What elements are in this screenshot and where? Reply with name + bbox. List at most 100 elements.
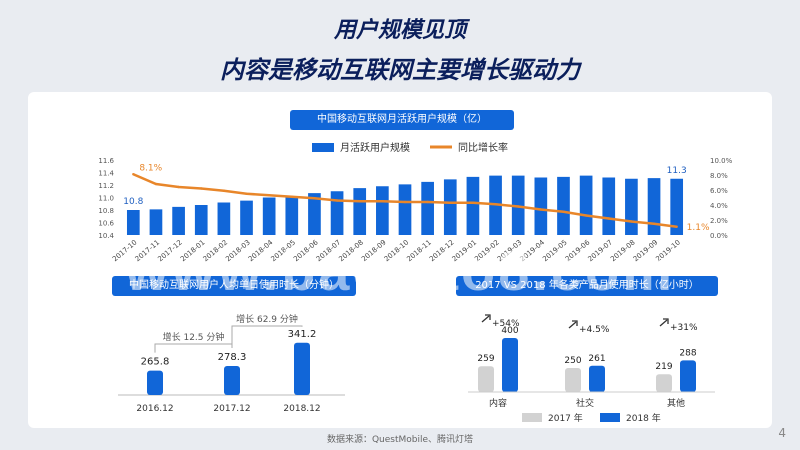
growth-point-2019-10 — [675, 225, 678, 228]
bar-value-label: 278.3 — [218, 352, 247, 363]
bar-2017-10 — [126, 210, 140, 235]
right-tick-label: 8.0% — [710, 172, 728, 180]
growth-point-2018-09 — [381, 200, 384, 203]
growth-point-2018-11 — [426, 200, 429, 204]
growth-annotation: 增长 62.9 分钟 — [236, 313, 298, 325]
x-tick-label: 2018.12 — [283, 404, 320, 414]
legend-swatch-2017 — [522, 413, 542, 422]
bar-2019-05 — [557, 176, 570, 235]
bar-2018.12 — [294, 342, 310, 395]
growth-point-2018-12 — [449, 201, 452, 204]
bar-value-label: 400 — [501, 326, 518, 336]
left-tick-label: 11.0 — [98, 195, 114, 203]
legend-label-2017: 2017 年 — [548, 412, 583, 424]
growth-point-2017-10 — [132, 173, 135, 176]
growth-label: +31% — [670, 323, 698, 333]
chart1-title: 中国移动互联网月活跃用户规模（亿） — [290, 110, 514, 130]
growth-point-2018-10 — [403, 200, 407, 204]
right-tick-label: 6.0% — [710, 187, 728, 195]
growth-point-2018-04 — [267, 194, 271, 197]
left-tick-label: 10.4 — [98, 232, 114, 240]
growth-point-2019-05 — [562, 210, 565, 213]
bar-2018-01 — [194, 205, 208, 235]
growth-point-2018-07 — [335, 199, 339, 202]
growth-arrowhead-icon — [572, 320, 578, 326]
bar-value-label: 265.8 — [141, 357, 170, 368]
growth-point-2019-02 — [494, 203, 497, 206]
growth-point-2019-04 — [539, 208, 543, 211]
x-tick-label: 社交 — [576, 397, 594, 409]
legend-label-line: 同比增长率 — [458, 141, 508, 154]
bar-2018-04 — [262, 197, 276, 235]
bar-value-label: 259 — [477, 354, 494, 364]
growth-point-2018-03 — [245, 192, 248, 195]
chart3-title: 2017 VS 2018 年各类产品月使用时长（亿小时） — [456, 276, 718, 296]
growth-arrowhead-icon — [485, 314, 491, 320]
growth-arrow-icon — [568, 321, 577, 329]
page-subtitle: 内容是移动互联网主要增长驱动力 — [220, 56, 580, 84]
legend-label-2018: 2018 年 — [626, 412, 661, 424]
bar-2017-社交 — [565, 368, 581, 392]
legend-swatch-2018 — [600, 413, 620, 422]
bar-2019-01 — [466, 176, 480, 235]
bar-value-label: 11.3 — [667, 166, 687, 176]
growth-point-2019-07 — [607, 217, 610, 220]
bar-2018-02 — [217, 202, 231, 235]
bar-2018-内容 — [502, 338, 518, 392]
growth-point-2018-01 — [200, 187, 203, 190]
growth-point-2017-11 — [154, 182, 158, 186]
chart2-title: 中国移动互联网用户人均单日使用时长（分钟） — [112, 276, 356, 296]
page-number: 4 — [778, 426, 786, 440]
growth-arrow-icon — [481, 315, 490, 323]
left-tick-label: 11.4 — [98, 170, 114, 178]
growth-point-2018-02 — [222, 189, 226, 192]
bar-2018-12 — [443, 179, 457, 235]
growth-point-2019-01 — [471, 201, 475, 204]
data-source: 数据来源：QuestMobile、腾讯灯塔 — [326, 435, 474, 445]
growth-point-2019-09 — [652, 222, 656, 225]
left-tick-label: 10.6 — [98, 220, 114, 228]
bar-2017.12 — [224, 366, 240, 395]
bar-value-label: 288 — [679, 348, 696, 358]
left-tick-label: 11.2 — [98, 182, 114, 190]
growth-point-2018-06 — [313, 197, 316, 200]
bar-2019-09 — [647, 178, 661, 235]
bar-2018-11 — [421, 181, 434, 235]
line-value-label: 8.1% — [139, 163, 162, 173]
growth-label: +4.5% — [579, 325, 610, 335]
growth-point-2018-05 — [290, 195, 293, 198]
bar-2018-其他 — [680, 360, 696, 392]
x-tick-label: 内容 — [489, 397, 507, 409]
bar-2018-05 — [285, 196, 299, 235]
bar-value-label: 250 — [564, 356, 581, 366]
left-tick-label: 11.6 — [98, 157, 114, 165]
growth-annotation: 增长 12.5 分钟 — [163, 331, 225, 343]
bar-2019-04 — [534, 177, 548, 235]
bar-2017-12 — [172, 206, 185, 235]
bar-2017-其他 — [656, 374, 672, 392]
bar-2018-社交 — [589, 365, 605, 392]
bar-2019-07 — [602, 177, 616, 235]
line-value-label: 1.1% — [687, 223, 710, 233]
legend-label-bar: 月活跃用户规模 — [340, 141, 410, 154]
page-title: 用户规模见顶 — [333, 18, 466, 43]
growth-bracket — [154, 343, 233, 353]
bar-value-label: 341.2 — [288, 329, 317, 340]
bar-value-label: 261 — [588, 354, 605, 364]
bar-2018-10 — [398, 184, 412, 235]
growth-arrowhead-icon — [663, 318, 669, 324]
bar-2018-08 — [353, 188, 367, 235]
bar-2019-06 — [579, 175, 593, 235]
bar-2017-内容 — [478, 366, 494, 392]
bar-2018-09 — [376, 186, 389, 235]
right-tick-label: 2.0% — [710, 217, 728, 225]
right-tick-label: 4.0% — [710, 202, 728, 210]
x-tick-label: 2017.12 — [213, 404, 250, 414]
bar-2018-06 — [308, 193, 321, 235]
growth-point-2018-08 — [358, 200, 361, 203]
legend-swatch-bar — [312, 143, 334, 152]
bar-2019-10 — [670, 178, 684, 235]
